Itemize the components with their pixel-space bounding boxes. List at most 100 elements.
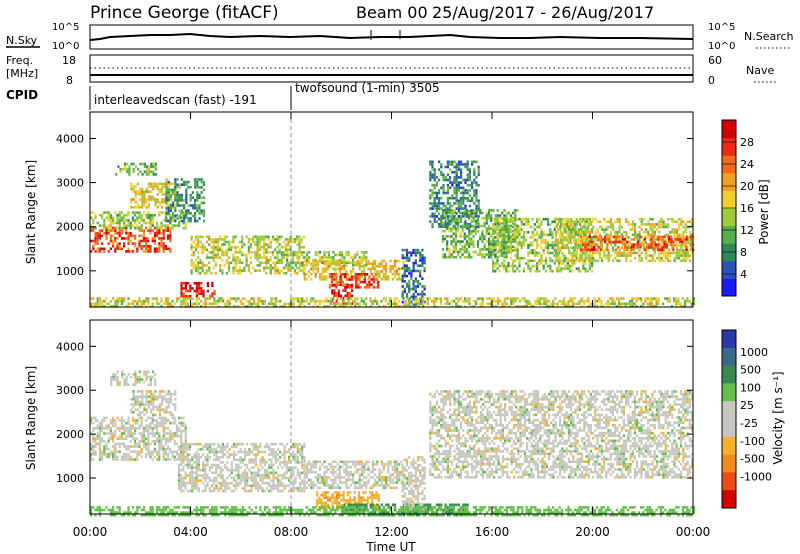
heatmap-cell — [206, 284, 209, 288]
heatmap-cell — [393, 299, 396, 303]
heatmap-cell — [107, 447, 110, 451]
heatmap-cell — [346, 278, 349, 281]
heatmap-cell — [128, 167, 131, 171]
heatmap-cell — [331, 284, 334, 287]
heatmap-cell — [208, 297, 211, 300]
heatmap-cell — [672, 248, 675, 252]
heatmap-cell — [474, 227, 477, 230]
heatmap-cell — [503, 223, 506, 226]
heatmap-cell — [433, 305, 436, 308]
heatmap-cell — [498, 216, 502, 220]
heatmap-cell — [109, 299, 112, 303]
heatmap-cell — [200, 281, 203, 285]
heatmap-cell — [503, 236, 506, 239]
heatmap-cell — [129, 458, 132, 461]
heatmap-cell — [143, 203, 146, 206]
heatmap-cell — [142, 239, 145, 243]
heatmap-cell — [123, 445, 126, 448]
heatmap-cell — [300, 269, 303, 272]
heatmap-cell — [609, 230, 612, 234]
heatmap-cell — [221, 258, 224, 262]
heatmap-cell — [147, 244, 150, 248]
heatmap-cell — [256, 240, 259, 244]
heatmap-cell — [354, 302, 357, 306]
heatmap-cell — [671, 220, 674, 224]
heatmap-cell — [151, 450, 154, 453]
heatmap-cell — [347, 253, 350, 257]
heatmap-cell — [622, 302, 625, 306]
heatmap-cell — [120, 432, 123, 435]
heatmap-cell — [150, 170, 153, 174]
heatmap-cell — [154, 162, 157, 166]
heatmap-cell — [236, 245, 239, 249]
heatmap-cell — [171, 305, 174, 308]
heatmap-cell — [156, 299, 159, 303]
heatmap-cell — [593, 305, 596, 308]
heatmap-cell — [661, 235, 664, 239]
heatmap-cell — [131, 450, 134, 453]
colorbar-tick-label: 28 — [740, 136, 754, 149]
heatmap-cell — [165, 188, 168, 192]
heatmap-cell — [323, 305, 326, 308]
heatmap-cell — [333, 278, 336, 281]
heatmap-cell — [263, 235, 266, 239]
heatmap-cell — [114, 299, 117, 303]
heatmap-cell — [569, 267, 572, 270]
heatmap-cell — [596, 251, 599, 255]
heatmap-cell — [538, 297, 541, 300]
heatmap-cell — [290, 297, 293, 300]
heatmap-cell — [601, 256, 604, 260]
heatmap-cell — [164, 442, 167, 446]
heatmap-cell — [98, 453, 101, 456]
heatmap-cell — [312, 259, 315, 263]
heatmap-cell — [616, 233, 619, 237]
heatmap-cell — [560, 238, 563, 242]
heatmap-cell — [145, 398, 148, 401]
heatmap-cell — [380, 259, 383, 263]
heatmap-cell — [241, 238, 244, 241]
heatmap-cell — [126, 167, 129, 171]
heatmap-cell — [192, 253, 195, 257]
heatmap-cell — [625, 254, 628, 257]
heatmap-cell — [584, 262, 587, 265]
heatmap-cell — [505, 255, 508, 259]
heatmap-cell — [587, 299, 590, 303]
heatmap-cell — [449, 160, 452, 164]
heatmap-cell — [180, 416, 183, 420]
heatmap-cell — [303, 265, 306, 268]
heatmap-cell — [599, 243, 602, 246]
heatmap-cell — [563, 236, 566, 239]
heatmap-cell — [402, 297, 405, 300]
heatmap-cell — [347, 259, 350, 263]
heatmap-cell — [154, 203, 157, 206]
heatmap-cell — [116, 305, 119, 308]
heatmap-cell — [457, 165, 460, 169]
heatmap-cell — [464, 204, 467, 208]
heatmap-cell — [145, 411, 148, 414]
heatmap-cell — [536, 269, 539, 273]
heatmap-cell — [538, 262, 541, 265]
heatmap-cell — [120, 442, 123, 446]
heatmap-cell — [451, 183, 454, 187]
heatmap-cell — [245, 264, 248, 267]
heatmap-cell — [249, 256, 253, 259]
heatmap-cell — [656, 243, 660, 246]
heatmap-cell — [131, 219, 134, 222]
heatmap-cell — [460, 168, 463, 171]
heatmap-cell — [173, 421, 176, 425]
heatmap-cell — [651, 233, 654, 237]
heatmap-cell — [505, 297, 508, 300]
heatmap-cell — [627, 223, 630, 226]
heatmap-cell — [609, 233, 612, 237]
heatmap-cell — [640, 236, 643, 239]
heatmap-cell — [143, 413, 146, 417]
heatmap-cell — [167, 455, 170, 459]
heatmap-cell — [214, 240, 217, 244]
heatmap-cell — [151, 419, 154, 422]
heatmap-cell — [580, 297, 583, 300]
heatmap-cell — [592, 217, 595, 221]
heatmap-cell — [299, 297, 302, 300]
heatmap-cell — [298, 245, 301, 249]
heatmap-cell — [566, 217, 569, 221]
heatmap-cell — [280, 245, 283, 249]
